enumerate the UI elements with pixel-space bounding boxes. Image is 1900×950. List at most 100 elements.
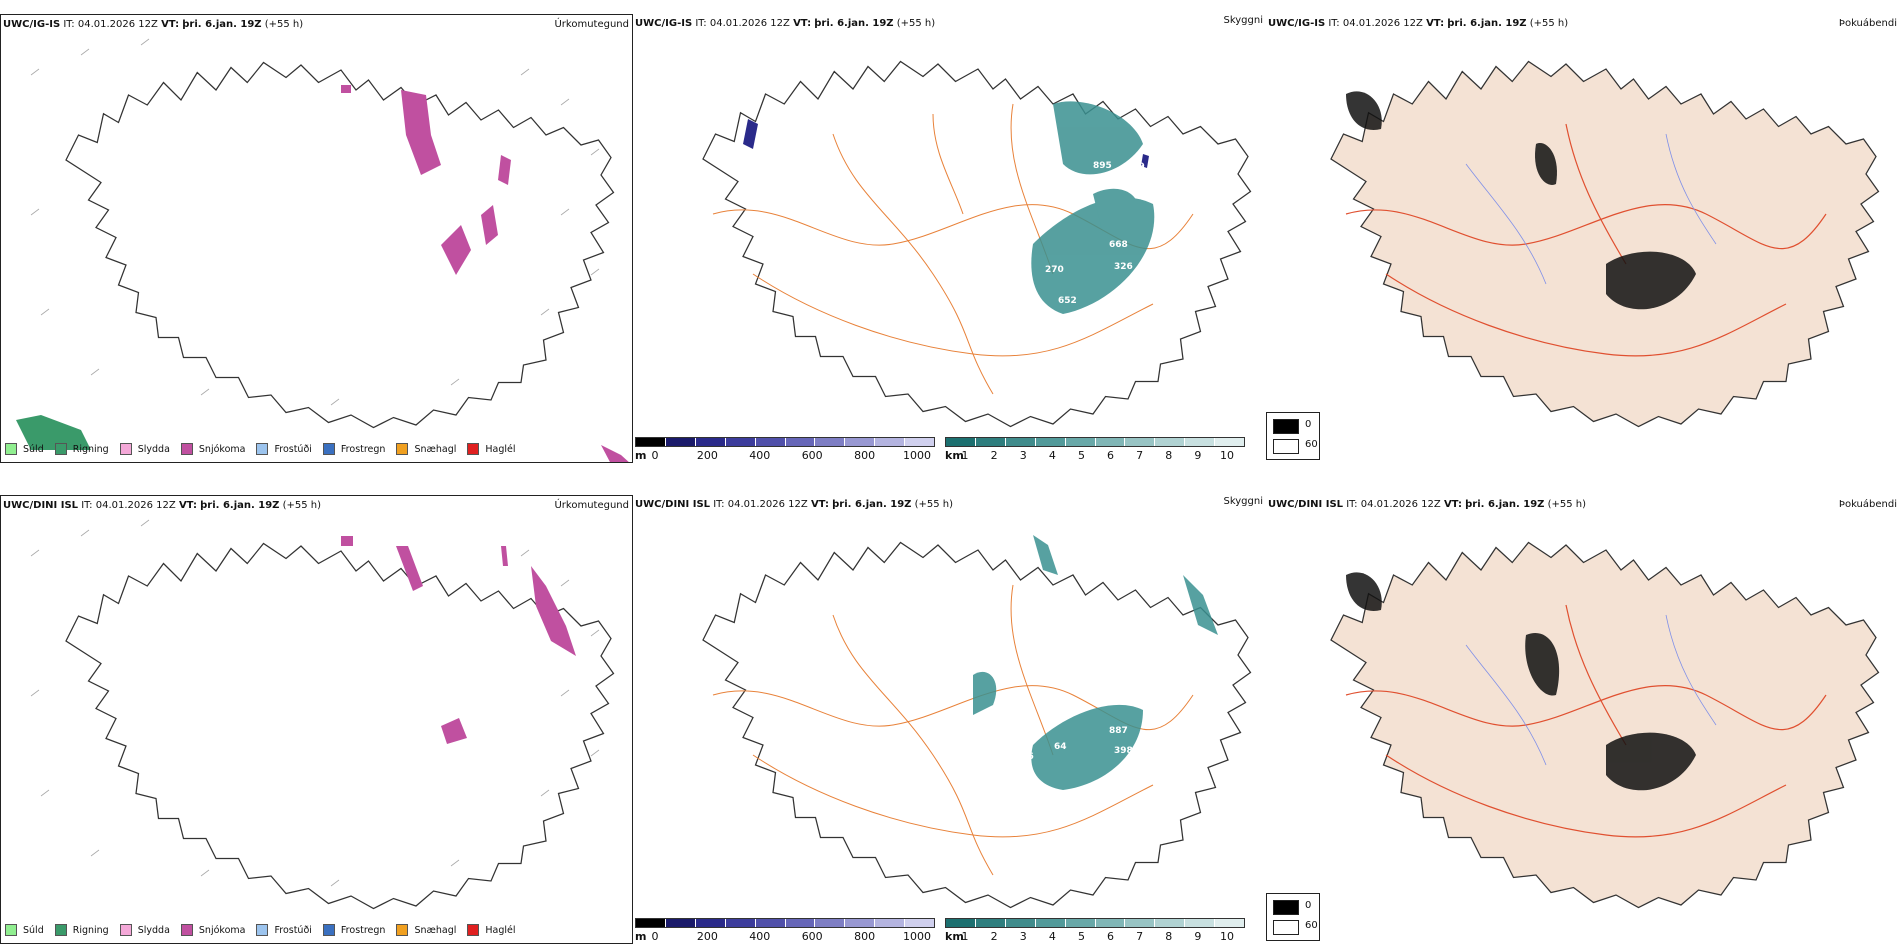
svg-text:326: 326 [1114, 262, 1133, 272]
visibility-scale-cells [945, 437, 1245, 447]
precip-swatch [5, 443, 17, 455]
cloudbase-title-2: Skyggni [1223, 496, 1263, 507]
precip-legend-item: Slydda [119, 924, 170, 936]
visibility-scale-ticks: km 1 2 3 4 5 6 7 8 9 10 [945, 930, 1245, 944]
cloudbase-scale-tick: 600 [801, 930, 823, 943]
precip-swatch [119, 924, 132, 936]
visibility-scale-tick: 5 [1077, 449, 1085, 462]
svg-text:887: 887 [1109, 726, 1128, 736]
rain-area [16, 415, 91, 450]
cloudbase-scale-tick: 0 [651, 449, 659, 462]
fog-roads [1345, 123, 1827, 357]
precip-legend-label: Snjókoma [198, 443, 246, 455]
visibility-scale-cell [1005, 919, 1036, 927]
precip-legend-label: Haglél [485, 443, 516, 455]
visibility-fields-2 [973, 535, 1218, 790]
precip-swatch [467, 443, 480, 455]
fog-label-1: 60 [1305, 920, 1318, 931]
precip-legend-item: Súld [5, 924, 44, 936]
visibility-scale-tick: 9 [1194, 930, 1202, 943]
cloudbase-title-1: Skyggni [1223, 15, 1263, 26]
precip-legend-item: Haglél [467, 443, 516, 455]
cloudbase-scale-cell [665, 919, 696, 927]
visibility-scale-tick: 9 [1194, 449, 1202, 462]
precip-legend-item: Rigning [54, 443, 109, 455]
fog-legend-1: 0 60 [1266, 412, 1320, 460]
fog-label-1: 60 [1305, 439, 1318, 450]
rivers [1465, 133, 1717, 285]
visibility-scale-ticks: km 1 2 3 4 5 6 7 8 9 10 [945, 449, 1245, 463]
precip-legend-2: Súld Rigning Slydda Snjókoma Frostúði Frostre… [5, 922, 527, 938]
fog-label-0: 0 [1305, 419, 1312, 430]
precip-legend-label: Súld [23, 443, 44, 455]
cloudbase-scale-tick: 200 [696, 449, 718, 462]
cloudbase-scale-cell [815, 919, 846, 927]
visibility-scale-cell [1095, 438, 1126, 446]
precip-legend-label: Slydda [137, 924, 170, 936]
visibility-scale-tick: 7 [1136, 930, 1144, 943]
precip-title-1: Úrkomutegund [554, 19, 629, 30]
cloudbase-scale-cell [636, 438, 666, 446]
fog-legend-2: 0 60 [1266, 893, 1320, 941]
cloudbase-scale-cell [725, 438, 756, 446]
cloudbase-header-1: UWC/IG-IS IT: 04.01.2026 12Z VT: þri. 6.… [635, 18, 936, 29]
precip-legend-label: Súld [23, 924, 44, 936]
visibility-scale-cell [1185, 438, 1216, 446]
precip-swatch [5, 924, 17, 936]
precip-legend-item: Frostúði [256, 443, 312, 455]
visibility-scale-tick: 3 [1019, 449, 1027, 462]
svg-text:503: 503 [1030, 99, 1049, 109]
low-cloud-patches [743, 119, 1149, 168]
cloudbase-panel-1: 503 895 429 668 326 270 652 UWC/IG-IS IT… [633, 14, 1266, 463]
precip-title-2: Úrkomutegund [554, 500, 629, 511]
visibility-scale-tick: 2 [990, 930, 998, 943]
visibility-scale-cell [1215, 438, 1245, 446]
cloudbase-map-2: 887 326 398 64 [702, 535, 1252, 909]
cloudbase-scale-2: m 0 200 400 600 800 1000 [635, 918, 935, 944]
cloudbase-scale-unit: m [635, 930, 647, 943]
cloudbase-scale-cells [635, 437, 935, 447]
precip-legend-item: Rigning [54, 924, 109, 936]
precip-legend-label: Frostregn [340, 924, 386, 936]
cloudbase-scale-tick: 1000 [903, 449, 931, 462]
precip-legend-item: Snjókoma [180, 924, 245, 936]
visibility-scale-unit: km [945, 930, 964, 943]
precip-legend-label: Snæhagl [414, 924, 457, 936]
precip-swatch [180, 924, 193, 936]
visibility-scale-tick: 10 [1220, 930, 1234, 943]
visibility-scale-tick: 6 [1107, 930, 1115, 943]
visibility-scale-tick: 1 [961, 449, 969, 462]
fog-panel-1: UWC/IG-IS IT: 04.01.2026 12Z VT: þri. 6.… [1266, 14, 1900, 463]
svg-text:398: 398 [1114, 746, 1133, 756]
precip-swatch [467, 924, 480, 936]
precip-legend-item: Snjókoma [180, 443, 246, 455]
cloudbase-panel-2: 887 326 398 64 UWC/DINI ISL IT: 04.01.20… [633, 495, 1266, 944]
snow-areas-2 [341, 536, 576, 744]
fog-roads-2 [1345, 604, 1827, 838]
precip-legend-label: Frostúði [274, 924, 312, 936]
visibility-scale-tick: 8 [1165, 449, 1173, 462]
visibility-scale-tick: 4 [1048, 930, 1056, 943]
fog-title-2: Þokuábendi [1838, 499, 1897, 510]
visibility-scale-tick: 10 [1220, 449, 1234, 462]
fog-label-0: 0 [1305, 900, 1312, 911]
wind-barbs [30, 38, 600, 406]
svg-text:668: 668 [1109, 240, 1128, 250]
cloudbase-scale-tick: 400 [749, 930, 771, 943]
precip-swatch [54, 443, 67, 455]
cloudbase-map-1: 503 895 429 668 326 270 652 [702, 60, 1252, 428]
visibility-scale-cell [946, 438, 976, 446]
visibility-scale-cell [1215, 919, 1245, 927]
fog-header-2: UWC/DINI ISL IT: 04.01.2026 12Z VT: þri.… [1268, 499, 1587, 510]
visibility-scale-cell [975, 919, 1006, 927]
fog-map-2 [1330, 541, 1880, 909]
visibility-scale-cell [1095, 919, 1126, 927]
fog-panel-2: UWC/DINI ISL IT: 04.01.2026 12Z VT: þri.… [1266, 495, 1900, 944]
precip-swatch [180, 443, 193, 455]
cloudbase-scale-cell [665, 438, 696, 446]
cloudbase-scale-cell [725, 919, 756, 927]
cloudbase-scale-cell [755, 919, 786, 927]
visibility-scale-tick: 3 [1019, 930, 1027, 943]
precip-header-1: UWC/IG-IS IT: 04.01.2026 12Z VT: þri. 6.… [3, 19, 304, 30]
fog-swatch-1 [1273, 439, 1299, 454]
